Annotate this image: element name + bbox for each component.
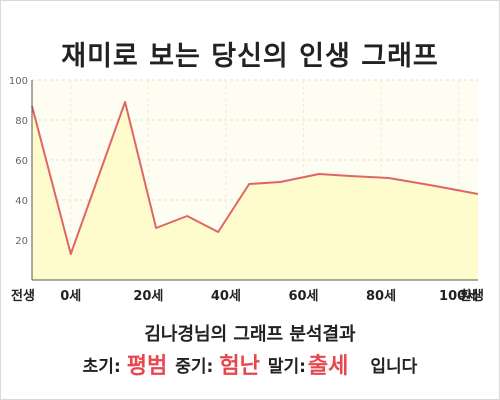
x-tick-label: 60세 [288, 289, 318, 304]
x-tick-label: 전생 [11, 288, 35, 304]
x-tick-label: 환생 [460, 288, 484, 304]
y-tick-label: 80 [15, 116, 28, 127]
late-label: 말기: [267, 356, 306, 377]
analysis-results: 초기: 평범 중기: 험난 말기: 출세 입니다 [0, 346, 500, 382]
x-tick-label: 20세 [133, 289, 163, 304]
y-tick-labels: 20 40 60 80 100 [9, 76, 28, 247]
y-tick-label: 100 [9, 76, 28, 87]
early-value: 평범 [126, 354, 168, 379]
x-tick-label: 40세 [211, 289, 241, 304]
y-tick-label: 20 [15, 236, 28, 247]
y-tick-label: 40 [15, 196, 28, 207]
x-tick-label: 0세 [60, 289, 81, 304]
ending-text: 입니다 [370, 356, 418, 377]
page-title: 재미로 보는 당신의 인생 그래프 [61, 41, 439, 72]
x-tick-label: 100세 [439, 289, 478, 304]
early-label: 초기: [82, 356, 121, 377]
late-value: 출세 [307, 354, 349, 379]
x-tick-label: 80세 [366, 289, 396, 304]
middle-value: 험난 [219, 354, 260, 379]
life-line-series [31, 101, 479, 255]
life-area-fill [32, 102, 478, 280]
y-tick-label: 60 [15, 156, 28, 167]
middle-label: 중기: [175, 356, 214, 377]
analysis-subtitle: 김나경님의 그래프 분석결과 [144, 324, 356, 345]
